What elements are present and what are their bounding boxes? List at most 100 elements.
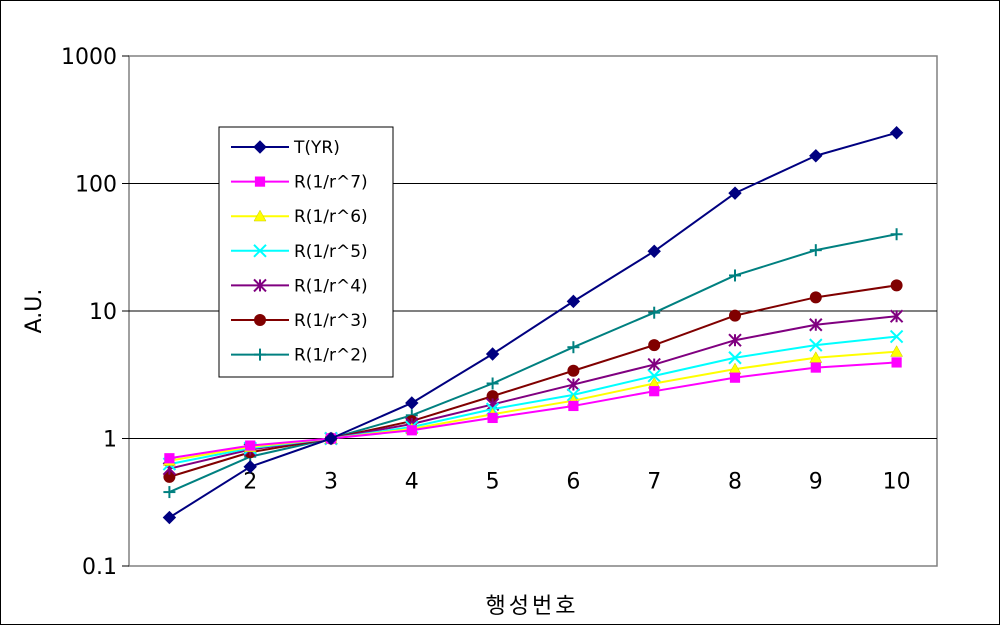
legend-item-6: R(1/r^2)	[231, 346, 368, 366]
legend-box	[218, 126, 394, 378]
x-tick-label: 6	[566, 470, 580, 495]
data-point	[809, 338, 823, 352]
data-point	[649, 386, 660, 397]
y-tick-label: 100	[75, 173, 117, 198]
legend-label: R(1/r^3)	[294, 311, 368, 331]
data-point	[567, 341, 580, 354]
data-point	[728, 186, 742, 200]
data-point	[487, 412, 498, 424]
data-point	[809, 318, 823, 332]
data-point	[568, 400, 579, 412]
x-tick-label: 10	[883, 470, 911, 495]
data-point	[245, 440, 256, 451]
x-tick-label: 8	[728, 470, 742, 495]
data-point	[728, 333, 742, 347]
data-point	[324, 431, 338, 446]
y-axis-title: A.U.	[22, 289, 47, 334]
data-point	[890, 228, 903, 241]
legend-marker	[253, 278, 267, 293]
x-tick-label: 5	[486, 470, 500, 495]
y-tick-label: 10	[89, 300, 117, 325]
series-6	[163, 228, 903, 499]
series-5	[163, 279, 903, 483]
series-line	[169, 284, 897, 478]
series-line	[168, 131, 897, 519]
data-point	[163, 486, 176, 499]
data-point	[162, 510, 177, 525]
data-point	[485, 347, 500, 361]
data-point	[566, 377, 581, 392]
data-point-stroke	[647, 369, 661, 383]
y-tick-labels: 1000 100 10 1 0.1	[61, 45, 117, 580]
data-point	[164, 453, 175, 464]
data-point	[648, 339, 661, 352]
data-point	[728, 351, 742, 365]
data-point	[809, 291, 822, 304]
series-line	[168, 233, 897, 493]
legend-marker	[253, 209, 267, 222]
x-tick-label: 7	[647, 470, 661, 495]
y-tick-label: 1	[103, 428, 117, 453]
x-tick-label: 4	[405, 470, 419, 495]
legend-marker	[254, 348, 266, 361]
x-axis-title: 행성번호	[486, 594, 579, 619]
data-point	[729, 372, 741, 383]
data-point	[889, 309, 904, 323]
series-line	[169, 361, 897, 460]
data-point-stroke	[809, 338, 823, 352]
data-point	[890, 345, 904, 357]
x-tick-label: 9	[809, 470, 823, 495]
legend-item-3: R(1/r^5)	[231, 242, 368, 262]
data-point	[405, 396, 419, 410]
legend-items: T(YR) R(1/r^7) R(1/r^6) R(1/r^5) R(1/r^4) R(1…	[231, 138, 368, 366]
data-point	[647, 369, 661, 383]
data-point	[243, 460, 257, 474]
legend-label: R(1/r^5)	[294, 242, 368, 262]
data-point	[889, 126, 904, 140]
legend-marker	[253, 140, 267, 154]
legend-item-0: T(YR)	[231, 138, 340, 158]
legend-marker	[253, 244, 267, 258]
data-point-stroke	[889, 329, 904, 344]
legend-marker	[254, 314, 266, 326]
data-point	[809, 149, 823, 163]
legend-label: R(1/r^6)	[294, 207, 368, 227]
data-point	[729, 309, 741, 322]
legend-item-4: R(1/r^4)	[231, 276, 368, 296]
data-point	[891, 357, 902, 368]
data-point	[406, 425, 417, 436]
legend: T(YR) R(1/r^7) R(1/r^6) R(1/r^5) R(1/r^4) R(1…	[218, 126, 394, 378]
data-point	[566, 294, 581, 309]
y-tick-label: 0.1	[82, 555, 117, 580]
legend-label: R(1/r^7)	[294, 173, 368, 193]
data-point	[648, 306, 661, 319]
data-point-stroke	[728, 351, 742, 365]
data-point	[809, 244, 822, 257]
legend-marker-stroke	[253, 244, 267, 258]
legend-label: R(1/r^4)	[294, 276, 368, 296]
data-point	[729, 269, 741, 282]
data-point	[486, 390, 499, 403]
legend-marker	[254, 176, 266, 187]
data-point	[163, 470, 176, 483]
legend-label: T(YR)	[293, 138, 340, 158]
y-tick-label: 1000	[61, 45, 117, 70]
data-point	[890, 279, 903, 292]
series-0	[162, 126, 904, 525]
data-point	[810, 362, 821, 373]
legend-item-2: R(1/r^6)	[231, 207, 368, 227]
data-point	[486, 377, 499, 390]
data-point	[647, 244, 661, 258]
data-point	[567, 364, 580, 377]
x-tick-label: 3	[324, 470, 338, 495]
series-layer	[162, 126, 904, 525]
legend-item-5: R(1/r^3)	[231, 311, 368, 331]
x-tick-labels: 2 3 4 5 6 7 8 9 10	[243, 470, 910, 495]
x-tick-label: 2	[243, 470, 257, 495]
data-point	[889, 329, 904, 344]
data-point	[647, 357, 661, 372]
legend-label: R(1/r^2)	[294, 346, 368, 366]
legend-item-1: R(1/r^7)	[231, 173, 368, 193]
